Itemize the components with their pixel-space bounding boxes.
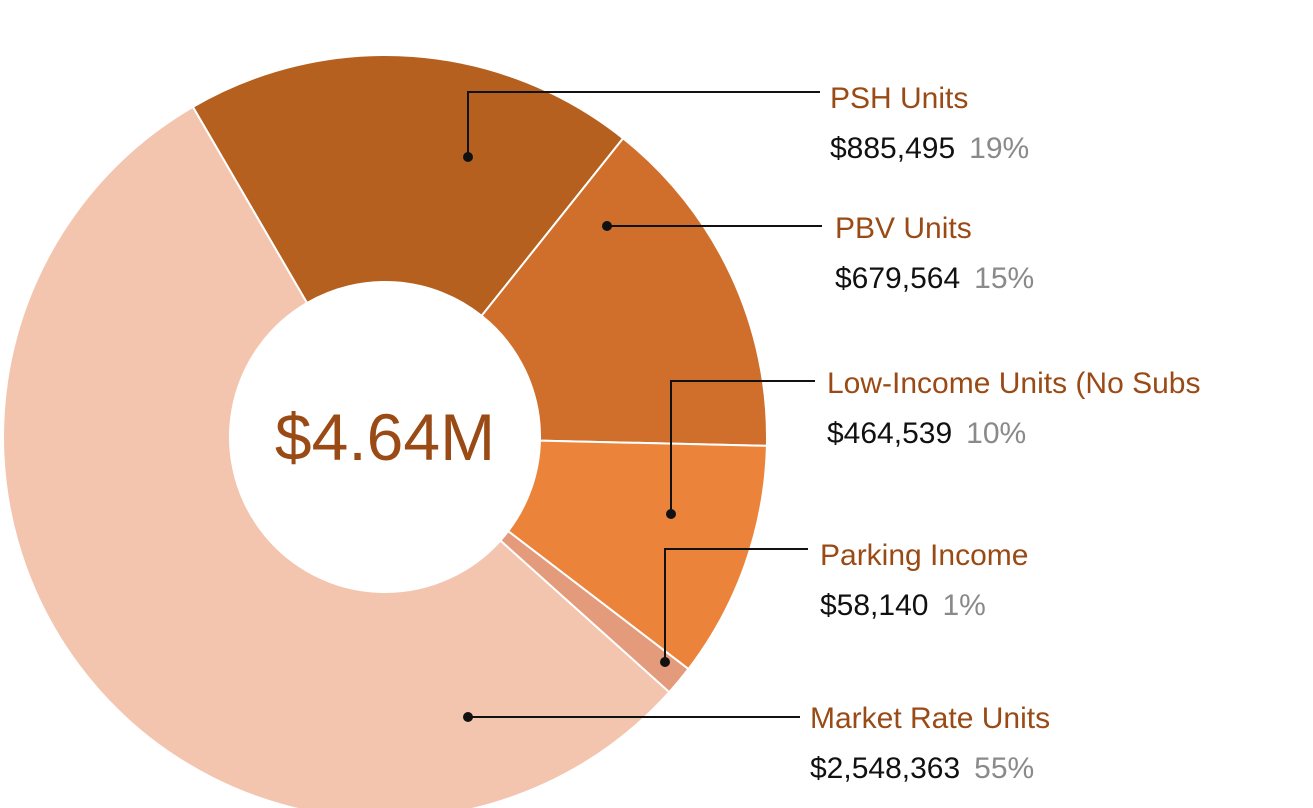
percent-label: 1% [942,589,985,622]
total-label: $4.64M [275,400,495,474]
leader-dot [602,221,612,231]
category-label: Market Rate Units [810,702,1050,735]
percent-label: 19% [969,132,1029,165]
slice [480,136,768,447]
percent-label: 55% [974,752,1034,785]
slices [2,54,768,808]
slice [191,54,625,318]
leader-dot [463,712,473,722]
value-label: $885,495 [830,132,955,165]
leader-dot [666,509,676,519]
percent-label: 15% [974,262,1034,295]
category-label: PSH Units [830,82,968,115]
leader-line [467,91,820,157]
leader-line [670,380,815,514]
category-label: Parking Income [820,539,1028,572]
leaders [463,91,822,722]
value-label: $2,548,363 [810,752,960,785]
percent-label: 10% [966,417,1026,450]
value-label: $679,564 [835,262,960,295]
category-label: PBV Units [835,212,972,245]
labels: PSH Units $885,495 19% PBV Units $679,564 15%… [810,82,1200,785]
value-label: $58,140 [820,589,928,622]
category-label: Low-Income Units (No Subs [827,367,1200,400]
slice [506,439,768,671]
value-label: $464,539 [827,417,952,450]
leader-dot [660,657,670,667]
leader-line [664,548,808,662]
slice [2,105,671,808]
leader-dot [463,152,473,162]
